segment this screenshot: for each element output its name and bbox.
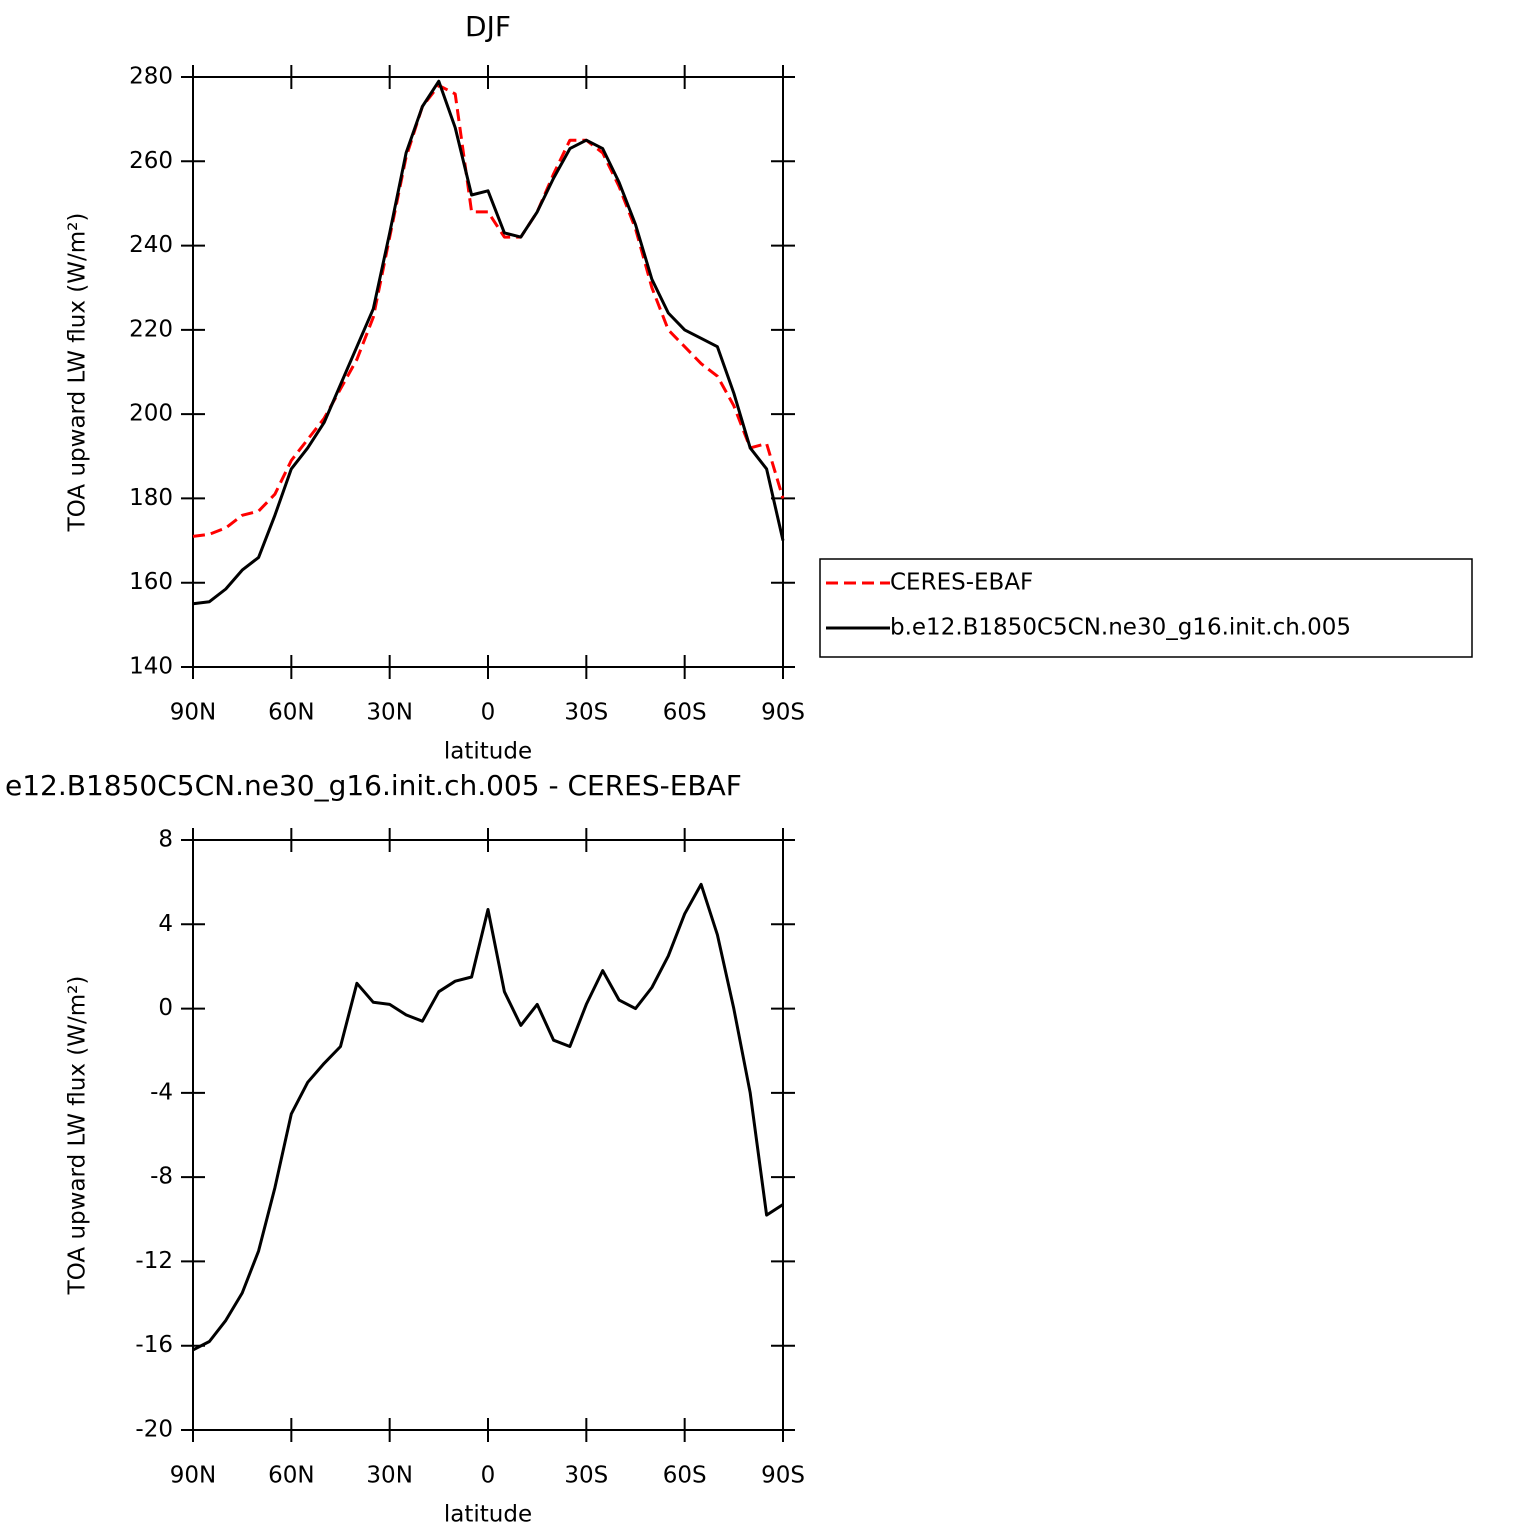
legend-label: b.e12.B1850C5CN.ne30_g16.init.ch.005 xyxy=(890,615,1351,641)
x-tick-label: 30N xyxy=(366,700,412,726)
chart-title: e12.B1850C5CN.ne30_g16.init.ch.005 - CER… xyxy=(5,769,742,802)
y-axis-label: TOA upward LW flux (W/m²) xyxy=(65,213,91,533)
chart-title: DJF xyxy=(465,10,511,43)
x-tick-label: 90N xyxy=(170,1463,216,1489)
x-tick-label: 90N xyxy=(170,700,216,726)
x-axis-label: latitude xyxy=(444,739,532,765)
x-tick-label: 90S xyxy=(761,1463,805,1489)
y-tick-label: 240 xyxy=(129,232,173,258)
y-tick-label: -12 xyxy=(135,1248,173,1274)
x-tick-label: 60S xyxy=(663,1463,707,1489)
y-tick-label: -4 xyxy=(150,1079,173,1105)
x-tick-label: 60S xyxy=(663,700,707,726)
y-tick-label: -20 xyxy=(135,1417,173,1443)
y-tick-label: 200 xyxy=(129,401,173,427)
y-tick-label: -8 xyxy=(150,1164,173,1190)
y-axis-label: TOA upward LW flux (W/m²) xyxy=(65,976,91,1296)
x-tick-label: 60N xyxy=(268,1463,314,1489)
x-tick-label: 30S xyxy=(564,700,608,726)
y-tick-label: -16 xyxy=(135,1332,173,1358)
y-tick-label: 220 xyxy=(129,316,173,342)
plot-frame xyxy=(192,839,784,1431)
x-tick-label: 0 xyxy=(481,700,496,726)
y-tick-label: 160 xyxy=(129,569,173,595)
x-tick-label: 30S xyxy=(564,1463,608,1489)
x-tick-label: 30N xyxy=(366,1463,412,1489)
data-line xyxy=(192,79,785,606)
y-tick-label: 0 xyxy=(158,995,173,1021)
legend-label: CERES-EBAF xyxy=(890,570,1033,596)
y-tick-label: 140 xyxy=(129,654,173,680)
x-tick-label: 60N xyxy=(268,700,314,726)
data-line xyxy=(192,83,785,538)
y-tick-label: 180 xyxy=(129,485,173,511)
y-tick-label: 8 xyxy=(158,827,173,853)
data-line xyxy=(192,882,784,1352)
legend-box xyxy=(819,558,1473,658)
y-tick-label: 260 xyxy=(129,148,173,174)
x-tick-label: 0 xyxy=(481,1463,496,1489)
y-tick-label: 280 xyxy=(129,64,173,90)
y-tick-label: 4 xyxy=(158,911,173,937)
x-tick-label: 90S xyxy=(761,700,805,726)
plot-frame xyxy=(192,76,784,668)
x-axis-label: latitude xyxy=(444,1502,532,1528)
